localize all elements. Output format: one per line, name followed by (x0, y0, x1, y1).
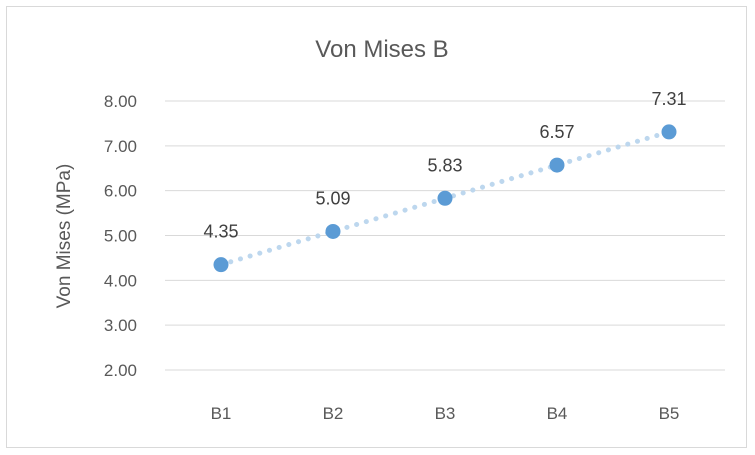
x-tick-label: B3 (435, 404, 456, 423)
data-point (549, 157, 565, 173)
data-label: 7.31 (651, 89, 686, 109)
x-tick-label: B5 (659, 404, 680, 423)
y-tick-label: 3.00 (104, 316, 137, 335)
data-points (213, 124, 677, 273)
x-tick-label: B2 (323, 404, 344, 423)
x-tick-labels: B1 B2 B3 B4 B5 (211, 404, 680, 423)
x-tick-label: B1 (211, 404, 232, 423)
y-tick-labels: 2.00 3.00 4.00 5.00 6.00 7.00 8.00 (104, 92, 137, 380)
data-label: 5.09 (315, 188, 350, 208)
data-point (325, 223, 341, 239)
data-point (213, 257, 229, 273)
y-tick-label: 8.00 (104, 92, 137, 111)
data-label: 4.35 (203, 222, 238, 242)
data-labels: 4.35 5.09 5.83 6.57 7.31 (203, 89, 686, 242)
x-tick-label: B4 (547, 404, 568, 423)
data-point (437, 190, 453, 206)
data-label: 6.57 (539, 122, 574, 142)
data-point (661, 124, 677, 140)
data-label: 5.83 (427, 155, 462, 175)
y-tick-label: 2.00 (104, 361, 137, 380)
y-axis-label: Von Mises (MPa) (54, 164, 75, 309)
gridlines (165, 100, 725, 371)
y-tick-label: 5.00 (104, 227, 137, 246)
chart-title: Von Mises B (315, 36, 448, 63)
y-tick-label: 4.00 (104, 271, 137, 290)
y-tick-label: 7.00 (104, 137, 137, 156)
chart-frame (6, 6, 747, 448)
y-tick-label: 6.00 (104, 182, 137, 201)
